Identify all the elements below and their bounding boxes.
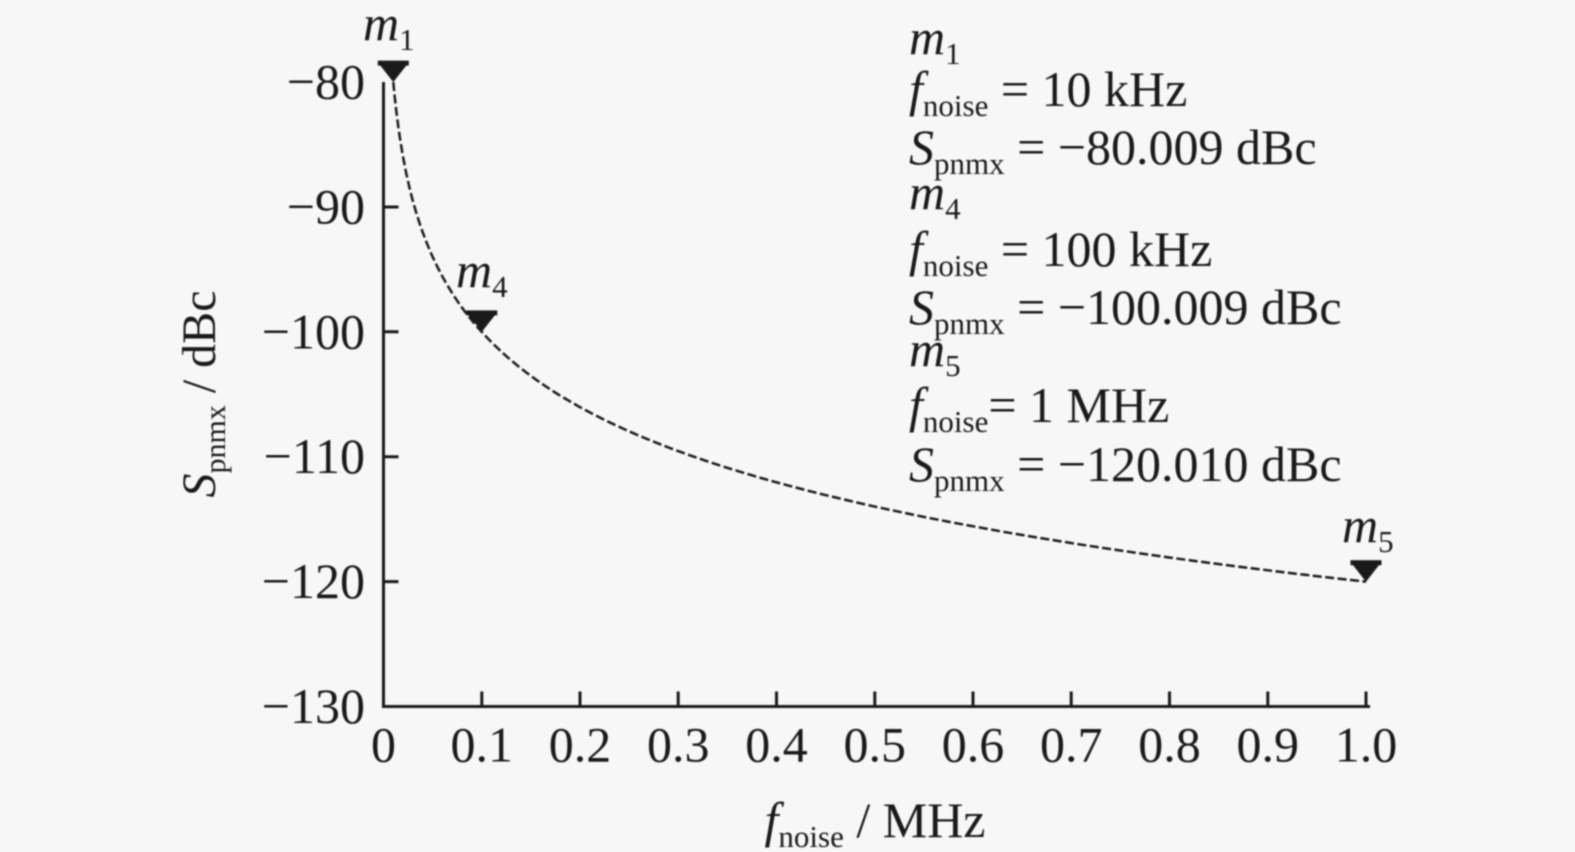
svg-text:0.7: 0.7 [1040,717,1103,773]
svg-text:Spnmx = −80.009 dBc: Spnmx = −80.009 dBc [909,119,1317,181]
svg-text:0.3: 0.3 [647,717,710,773]
svg-text:Spnmx / dBc: Spnmx / dBc [173,291,232,498]
svg-text:Spnmx = −100.009 dBc: Spnmx = −100.009 dBc [909,279,1342,341]
svg-text:0.1: 0.1 [451,717,514,773]
svg-text:fnoise= 1 MHz: fnoise= 1 MHz [909,377,1169,439]
svg-text:1.0: 1.0 [1335,717,1398,773]
svg-text:fnoise = 10 kHz: fnoise = 10 kHz [909,61,1187,123]
svg-text:0.8: 0.8 [1138,717,1201,773]
svg-text:fnoise / MHz: fnoise / MHz [765,792,986,852]
svg-text:−80: −80 [287,54,365,110]
svg-text:0.6: 0.6 [942,717,1005,773]
svg-text:−130: −130 [262,678,365,734]
svg-text:m1: m1 [909,9,961,71]
svg-text:−90: −90 [287,179,365,235]
svg-text:fnoise = 100 kHz: fnoise = 100 kHz [909,221,1212,283]
svg-text:−120: −120 [262,553,365,609]
svg-text:0.9: 0.9 [1237,717,1300,773]
svg-text:0.4: 0.4 [745,717,808,773]
svg-text:−100: −100 [262,303,365,359]
svg-text:0: 0 [371,717,396,773]
svg-text:Spnmx = −120.010 dBc: Spnmx = −120.010 dBc [909,436,1342,498]
svg-text:m5: m5 [909,321,961,383]
svg-text:−110: −110 [264,428,365,484]
svg-text:0.5: 0.5 [844,717,907,773]
svg-text:m4: m4 [909,164,961,226]
svg-text:0.2: 0.2 [549,717,612,773]
